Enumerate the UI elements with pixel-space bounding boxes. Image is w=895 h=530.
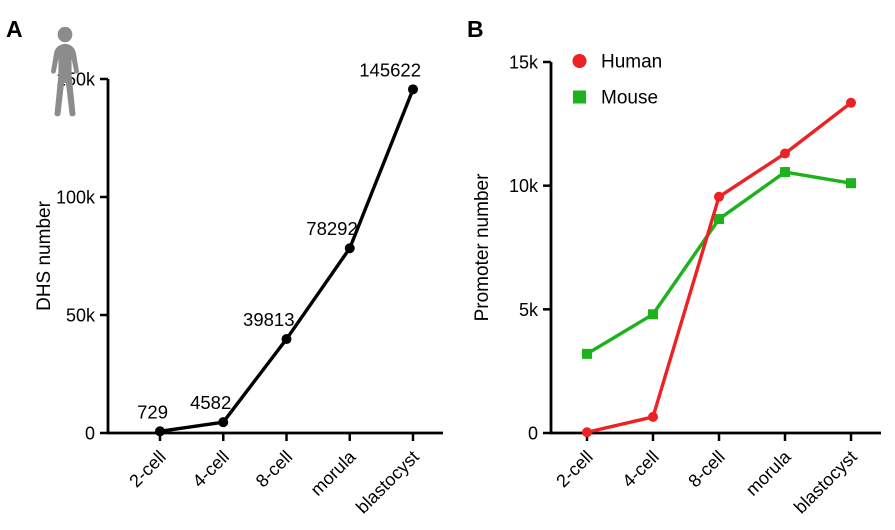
x-tick-label: morula — [742, 446, 796, 500]
dhs-data-point — [155, 426, 165, 437]
point-label: 729 — [137, 401, 168, 422]
human-icon-head — [57, 27, 73, 43]
dhs-data-point — [281, 334, 292, 345]
y-tick-label: 50k — [66, 306, 96, 326]
panel-b: B 0 5k 10k 15k 2-cell 4-cell 8-cell morula blast… — [460, 0, 895, 530]
dhs-data-point — [344, 243, 355, 254]
y-tick-label: 0 — [528, 424, 538, 444]
legend-marker-human — [572, 54, 587, 68]
x-tick-label: 8-cell — [684, 447, 729, 492]
x-tick-label: blastocyst — [790, 447, 861, 518]
x-tick-label: 2-cell — [125, 447, 170, 492]
human-data-point — [780, 148, 790, 159]
x-tick-label: 4-cell — [618, 447, 663, 492]
human-data-point — [846, 97, 856, 108]
mouse-data-point — [780, 167, 790, 178]
human-data-point — [582, 427, 592, 438]
point-label: 4582 — [190, 392, 231, 413]
x-tick-label: morula — [307, 446, 361, 500]
mouse-data-point — [846, 178, 856, 189]
promoter-line-chart: 0 5k 10k 15k 2-cell 4-cell 8-cell morulablastoc… — [472, 52, 881, 518]
panel-a: A 0 50k 100k 150k 2-cell 4-cell 8-cell morula bl… — [6, 16, 443, 518]
panel-b-label: B — [467, 16, 484, 42]
x-tick-label: 4-cell — [189, 447, 234, 492]
x-tick-label: 2-cell — [552, 447, 597, 492]
y-tick-label: 100k — [56, 188, 96, 208]
human-silhouette-icon — [51, 27, 79, 117]
panel-a-label: A — [6, 16, 23, 42]
legend-label-mouse: Mouse — [601, 88, 658, 109]
y-tick-label: 15k — [509, 53, 539, 73]
mouse-data-point — [582, 348, 592, 359]
y-tick-label: 10k — [509, 176, 539, 196]
mouse-data-point — [648, 309, 658, 320]
dhs-data-point — [218, 417, 229, 428]
mouse-data-point — [714, 214, 724, 225]
human-line — [585, 101, 853, 434]
human-data-point — [714, 191, 724, 202]
y-axis-title: Promoter number — [472, 173, 493, 322]
y-tick-label: 5k — [519, 300, 539, 320]
y-tick-label: 0 — [85, 424, 95, 444]
legend-marker-mouse — [573, 90, 586, 104]
axes — [106, 79, 443, 435]
legend-label-human: Human — [601, 52, 662, 73]
dhs-line — [158, 87, 415, 433]
x-tick-label: 8-cell — [252, 447, 297, 492]
y-axis-title: DHS number — [34, 200, 55, 310]
point-label: 145622 — [359, 59, 421, 80]
human-icon-body — [51, 43, 79, 117]
dhs-data-point — [408, 84, 418, 95]
point-label: 39813 — [243, 309, 294, 330]
human-data-point — [648, 411, 658, 422]
x-tick-label: blastocyst — [352, 447, 423, 518]
point-label: 78292 — [306, 218, 357, 239]
